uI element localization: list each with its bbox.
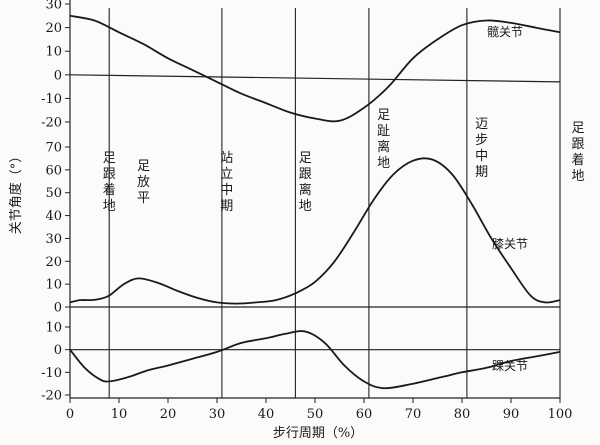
- phase-label-3: 足跟离地: [299, 151, 312, 214]
- y-tick-label: 20: [45, 255, 62, 270]
- y-tick-label: 70: [45, 141, 62, 156]
- y-tick-label: 30: [45, 232, 62, 247]
- series-label: 髋关节: [487, 24, 523, 39]
- x-tick-label: 10: [111, 407, 128, 422]
- x-tick-label: 80: [454, 407, 471, 422]
- y-tick-label: 20: [45, 21, 62, 36]
- series-line-0: [69, 14, 561, 123]
- ankle-panel: 10 0 -10 -20 踝关节: [41, 321, 561, 404]
- y-tick-label: -20: [41, 116, 62, 131]
- phase-label-4: 足趾离地: [377, 108, 390, 171]
- x-axis-ticks: 0 10 20 30 40 50 60 70 80 90 100: [66, 398, 573, 422]
- y-tick-label: 40: [45, 209, 62, 224]
- hip-panel: 30 20 10 0 -10 -20 髋关节: [41, 0, 561, 131]
- y-tick-label: 30: [45, 0, 62, 13]
- phase-label-1: 足放平: [137, 159, 150, 206]
- phase-label-5: 迈步中期: [475, 117, 488, 180]
- y-tick-label: -10: [41, 92, 62, 107]
- y-tick-label: 10: [45, 278, 62, 293]
- x-axis-label: 步行周期（%）: [273, 426, 363, 441]
- phase-label-2: 站立中期: [220, 151, 233, 214]
- x-tick-label: 50: [307, 407, 324, 422]
- x-tick-label: 90: [503, 407, 520, 422]
- y-tick-label: 0: [54, 301, 62, 316]
- x-tick-label: 0: [66, 407, 74, 422]
- y-tick-label: 0: [54, 68, 62, 83]
- zero-baseline: [69, 74, 561, 83]
- x-tick-label: 30: [209, 407, 226, 422]
- series-label: 踝关节: [492, 359, 528, 373]
- y-axis-label: 关节角度（°）: [8, 150, 24, 235]
- series-line-2: [69, 330, 561, 390]
- phase-label-0: 足跟着地: [103, 151, 116, 214]
- y-tick-label: 0: [54, 343, 62, 358]
- x-tick-label: 60: [356, 407, 373, 422]
- y-tick-label: 10: [45, 45, 62, 60]
- y-tick-label: 10: [45, 321, 62, 336]
- y-tick-label: 60: [45, 163, 62, 178]
- series-label: 膝关节: [492, 237, 528, 251]
- y-tick-label: 50: [45, 186, 62, 201]
- x-tick-label: 100: [548, 407, 573, 422]
- y-tick-label: -20: [41, 389, 62, 404]
- series-line-1: [69, 157, 561, 305]
- phase-divider-lines: [108, 8, 561, 398]
- y-tick-label: -10: [41, 366, 62, 381]
- knee-panel: 70 60 50 40 30 20 10 0 膝关节: [45, 141, 561, 316]
- x-tick-label: 40: [258, 407, 275, 422]
- x-tick-label: 70: [405, 407, 422, 422]
- phase-label-6: 足跟着地: [571, 121, 584, 184]
- x-tick-label: 20: [160, 407, 177, 422]
